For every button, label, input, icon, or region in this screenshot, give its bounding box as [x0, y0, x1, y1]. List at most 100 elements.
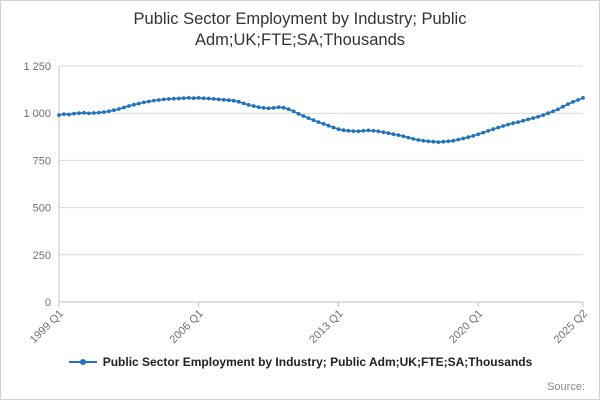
series-marker	[166, 96, 171, 101]
series-marker	[346, 128, 351, 133]
series-marker	[496, 125, 501, 130]
series-marker	[221, 97, 226, 102]
series-marker	[87, 111, 91, 116]
series-marker	[336, 127, 341, 131]
series-marker	[391, 132, 396, 136]
series-marker	[581, 95, 585, 100]
y-tick-label: 500	[33, 202, 51, 214]
series-marker	[486, 128, 491, 133]
series-marker	[67, 112, 71, 117]
series-marker	[546, 111, 550, 115]
series-marker	[326, 123, 331, 128]
series-marker	[281, 105, 286, 110]
series-marker	[136, 101, 141, 106]
series-marker	[226, 98, 231, 102]
legend-item[interactable]: Public Sector Employment by Industry; Pu…	[68, 355, 532, 369]
y-tick-label: 1 250	[23, 61, 51, 73]
series-marker	[112, 108, 116, 112]
series-marker	[196, 95, 201, 100]
series-marker	[102, 110, 106, 114]
series-marker	[261, 105, 266, 110]
series-marker	[231, 98, 236, 103]
series-marker	[141, 100, 146, 105]
series-marker	[316, 120, 321, 124]
series-marker	[271, 105, 276, 110]
series-marker	[62, 112, 66, 116]
series-marker	[286, 107, 291, 111]
series-marker	[511, 121, 515, 125]
series-marker	[421, 138, 426, 143]
series-marker	[476, 132, 481, 137]
series-marker	[117, 106, 121, 111]
series-marker	[461, 136, 466, 141]
series-marker	[291, 109, 296, 114]
series-marker	[466, 135, 471, 139]
series-marker	[401, 134, 406, 138]
series-marker	[176, 96, 181, 101]
series-marker	[201, 96, 206, 101]
y-tick-label: 750	[33, 155, 51, 167]
series-marker	[481, 130, 486, 135]
series-marker	[72, 111, 76, 116]
legend-marker-icon	[68, 358, 97, 365]
series-marker	[491, 127, 496, 131]
y-tick-label: 0	[45, 297, 51, 309]
series-marker	[541, 113, 545, 117]
series-marker	[386, 131, 391, 135]
series-marker	[471, 133, 476, 138]
series-marker	[351, 129, 356, 133]
series-marker	[406, 135, 411, 140]
series-marker	[276, 105, 281, 110]
series-marker	[561, 104, 565, 109]
series-marker	[436, 140, 441, 144]
series-marker	[127, 103, 131, 108]
series-marker	[171, 96, 176, 101]
series-marker	[576, 97, 580, 102]
x-tick-label: 2020 Q1	[447, 308, 485, 346]
series-marker	[426, 139, 431, 144]
series-marker	[206, 96, 211, 101]
series-marker	[556, 107, 560, 112]
series-marker	[216, 97, 221, 102]
x-tick-label: 1999 Q1	[28, 308, 66, 346]
series-marker	[321, 121, 326, 126]
source-label: Source:	[547, 381, 585, 393]
series-marker	[451, 138, 456, 143]
chart-svg: 0 250 500 750 1 000 1 250 1999 Q1 2006 Q1 2013 Q…	[23, 61, 590, 346]
series-marker	[77, 111, 81, 115]
series-marker	[456, 137, 461, 142]
series-marker	[156, 97, 161, 102]
legend: Public Sector Employment by Industry; Pu…	[1, 352, 599, 372]
series-marker	[516, 120, 520, 124]
series-marker	[446, 139, 451, 144]
series-marker	[211, 96, 216, 101]
series-marker	[411, 136, 416, 141]
series-marker	[381, 130, 386, 135]
series-marker	[241, 101, 246, 106]
x-tick-label: 2006 Q1	[168, 308, 206, 346]
series-marker	[236, 99, 241, 104]
series-marker	[371, 128, 376, 133]
series-marker	[376, 129, 381, 134]
y-tick-label: 250	[33, 250, 51, 262]
series-marker	[107, 109, 111, 114]
series-marker	[341, 128, 346, 132]
legend-dot	[79, 358, 86, 365]
series-marker	[296, 111, 301, 116]
series-marker	[526, 117, 530, 122]
x-tick-label: 2025 Q2	[552, 308, 590, 346]
y-tick-label: 1 000	[23, 108, 51, 120]
series-marker	[256, 105, 261, 109]
series-marker	[331, 125, 336, 130]
series-marker	[551, 109, 555, 114]
x-tick-label: 2013 Q1	[307, 308, 345, 346]
series-marker	[251, 103, 256, 108]
series-marker	[97, 110, 101, 115]
series-marker	[132, 102, 136, 107]
series-marker	[82, 110, 86, 115]
series-marker	[356, 129, 361, 134]
series-line	[58, 96, 584, 143]
series-marker	[151, 98, 156, 103]
series-marker	[311, 118, 316, 122]
